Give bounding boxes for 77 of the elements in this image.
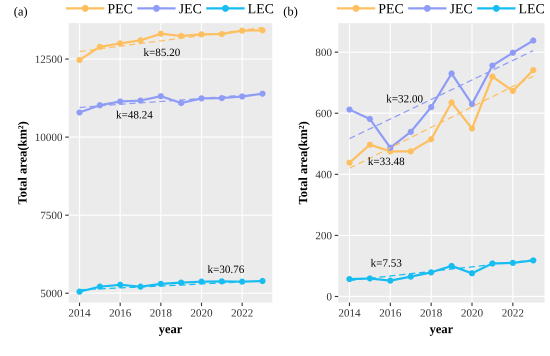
point xyxy=(117,40,124,47)
y-axis-title: Total area(km²) xyxy=(18,122,30,204)
chart-title: (b) xyxy=(284,6,298,18)
point xyxy=(117,282,124,288)
point xyxy=(96,44,103,50)
legend-label: LEC xyxy=(248,4,274,14)
chart-title: (a) xyxy=(14,6,28,18)
point xyxy=(530,37,536,44)
y-tick-label: 10000 xyxy=(36,134,62,142)
x-tick-label: 2020 xyxy=(461,309,483,317)
point xyxy=(76,56,83,64)
y-tick-label: 7500 xyxy=(41,212,62,220)
x-tick-label: 2014 xyxy=(338,309,360,317)
x-tick-label: 2022 xyxy=(502,309,524,317)
point xyxy=(178,279,184,286)
series-label: k=48.24 xyxy=(116,110,153,119)
point xyxy=(76,109,83,116)
point xyxy=(387,277,394,284)
series-label: k=85.20 xyxy=(144,48,180,56)
point xyxy=(468,100,476,108)
point xyxy=(259,90,266,97)
point xyxy=(489,62,496,69)
y-tick-label: 12500 xyxy=(36,56,62,64)
x-tick-label: 2022 xyxy=(232,309,253,317)
y-tick-label: 800 xyxy=(316,48,332,56)
point xyxy=(448,70,455,77)
point xyxy=(158,280,164,287)
point xyxy=(510,50,516,56)
point xyxy=(366,142,374,148)
legend-label: LEC xyxy=(518,4,544,14)
series-label: k=32.00 xyxy=(386,94,423,103)
point xyxy=(178,100,184,106)
point xyxy=(408,274,414,280)
point xyxy=(448,99,455,106)
x-axis-title: year xyxy=(430,327,453,336)
y-tick-label: 5000 xyxy=(40,290,62,298)
point xyxy=(468,125,476,132)
y-axis-title: Total area(km²) xyxy=(298,122,310,204)
legend-label: JEC xyxy=(450,4,472,14)
series-label: k=30.76 xyxy=(208,265,244,274)
point xyxy=(117,98,124,105)
x-tick-label: 2018 xyxy=(420,309,442,317)
x-tick-label: 2018 xyxy=(150,309,172,317)
y-tick-label: 600 xyxy=(316,110,332,118)
point xyxy=(346,106,353,113)
y-tick-label: 400 xyxy=(316,170,332,178)
point xyxy=(408,128,414,135)
point xyxy=(448,262,455,270)
point xyxy=(96,284,103,290)
series-label: k=7.53 xyxy=(370,258,402,267)
x-tick-label: 2020 xyxy=(190,309,212,317)
legend-label: PEC xyxy=(108,4,132,14)
point xyxy=(428,136,434,142)
x-tick-label: 2016 xyxy=(110,309,131,317)
point xyxy=(158,93,164,100)
x-tick-label: 2014 xyxy=(68,309,90,317)
point xyxy=(428,104,434,110)
point xyxy=(259,27,266,34)
point xyxy=(366,116,374,122)
legend-label: PEC xyxy=(378,4,403,14)
point xyxy=(510,88,516,94)
x-tick-label: 2016 xyxy=(380,309,402,317)
point xyxy=(137,37,144,44)
legend-label: JEC xyxy=(178,4,202,14)
point xyxy=(259,278,266,284)
y-tick-label: 0 xyxy=(326,292,332,300)
point xyxy=(468,270,476,276)
y-tick-label: 200 xyxy=(316,232,332,240)
point xyxy=(346,276,353,282)
point xyxy=(158,30,164,37)
x-axis-title: year xyxy=(158,327,182,336)
series-label: k=33.48 xyxy=(368,157,404,166)
point xyxy=(530,257,536,264)
point xyxy=(489,73,496,80)
point xyxy=(530,67,536,74)
point xyxy=(408,148,414,155)
point xyxy=(346,160,353,166)
